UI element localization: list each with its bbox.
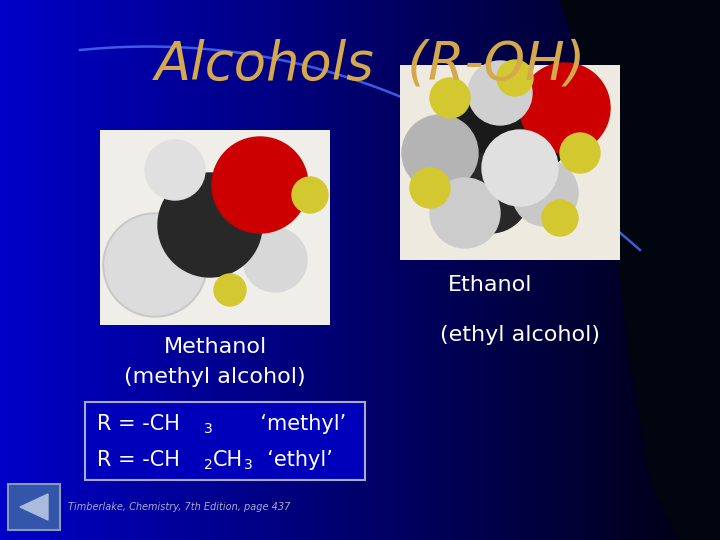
Circle shape — [497, 60, 533, 96]
Circle shape — [520, 63, 610, 153]
Circle shape — [468, 61, 532, 125]
Text: Ethanol: Ethanol — [448, 275, 532, 295]
Text: 3: 3 — [204, 422, 212, 436]
Circle shape — [542, 200, 578, 236]
Circle shape — [292, 177, 328, 213]
Circle shape — [430, 178, 500, 248]
Circle shape — [512, 160, 578, 226]
Circle shape — [490, 93, 570, 173]
Circle shape — [158, 173, 262, 277]
Circle shape — [145, 140, 205, 200]
Circle shape — [212, 137, 308, 233]
Circle shape — [430, 78, 470, 118]
Text: R = -CH: R = -CH — [97, 414, 180, 434]
FancyBboxPatch shape — [85, 402, 365, 480]
FancyBboxPatch shape — [400, 65, 620, 260]
Text: ‘ethyl’: ‘ethyl’ — [254, 450, 333, 470]
Circle shape — [435, 98, 525, 188]
Circle shape — [103, 213, 207, 317]
Circle shape — [402, 115, 478, 191]
Circle shape — [214, 274, 246, 306]
Text: 2: 2 — [204, 458, 212, 472]
FancyBboxPatch shape — [100, 130, 330, 325]
Text: Alcohols  (R-OH): Alcohols (R-OH) — [154, 39, 585, 91]
Circle shape — [243, 228, 307, 292]
Circle shape — [482, 130, 558, 206]
Circle shape — [105, 215, 205, 315]
Text: R = -CH: R = -CH — [97, 450, 180, 470]
FancyBboxPatch shape — [8, 484, 60, 530]
Text: Methanol: Methanol — [163, 337, 266, 357]
Polygon shape — [20, 494, 48, 520]
Circle shape — [410, 168, 450, 208]
Circle shape — [450, 153, 530, 233]
Text: 3: 3 — [244, 458, 253, 472]
Text: CH: CH — [213, 450, 243, 470]
Text: (methyl alcohol): (methyl alcohol) — [124, 367, 306, 387]
Text: (ethyl alcohol): (ethyl alcohol) — [440, 325, 600, 345]
Text: ‘methyl’: ‘methyl’ — [214, 414, 346, 434]
Polygon shape — [560, 0, 720, 540]
Circle shape — [560, 133, 600, 173]
Text: Timberlake, Chemistry, 7th Edition, page 437: Timberlake, Chemistry, 7th Edition, page… — [68, 502, 290, 512]
